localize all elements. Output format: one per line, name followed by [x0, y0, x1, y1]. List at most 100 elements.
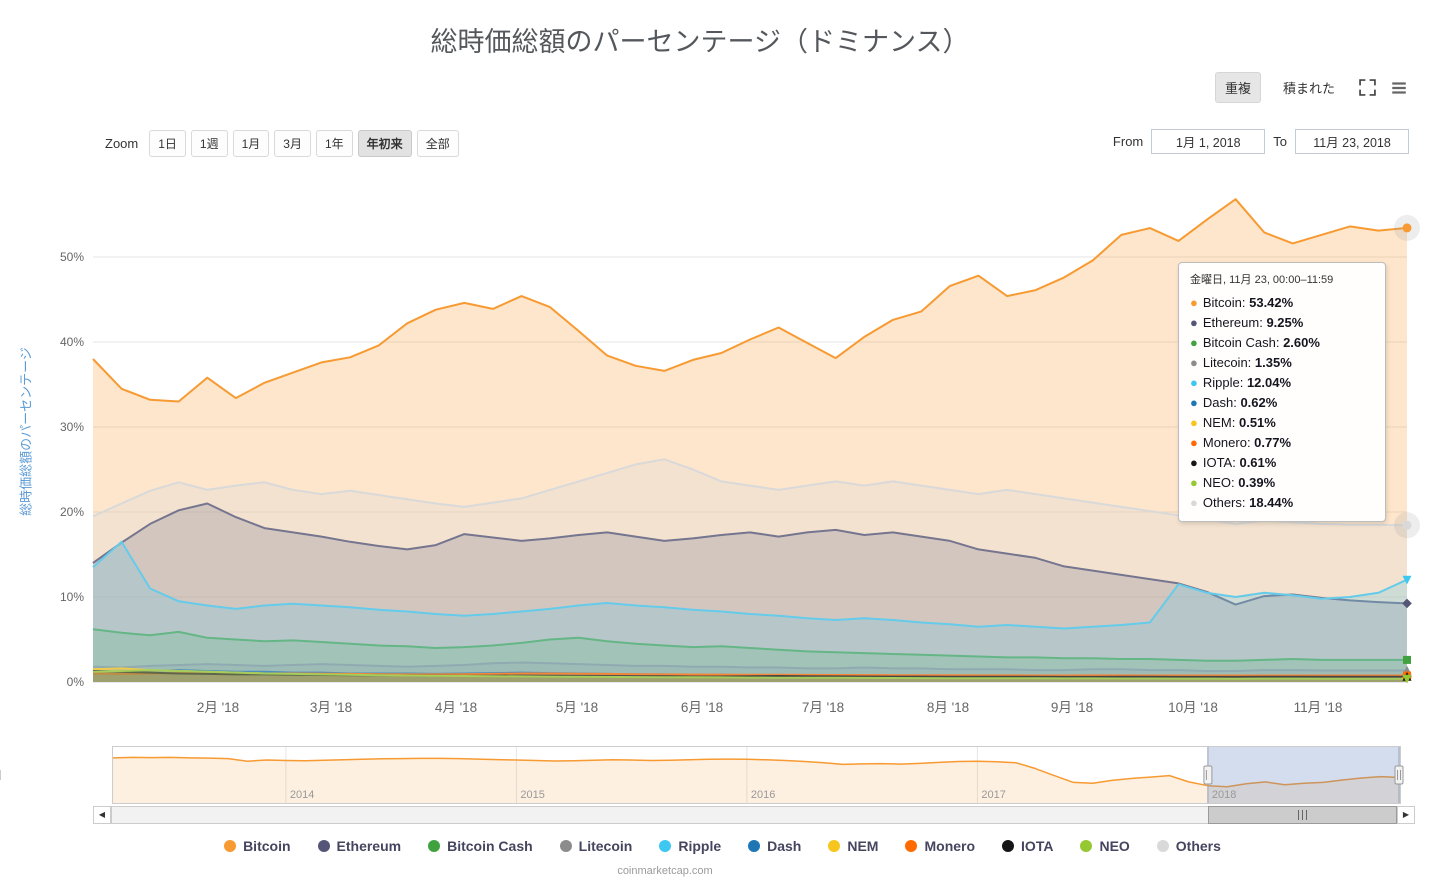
chart-canvas[interactable]: 0% 10% 20% 30% 40% 50% 2月 '18 3月 '18 4月 '18 5月 '1… — [0, 0, 1445, 830]
tooltip-row-Ripple: ● Ripple: 12.04% — [1190, 375, 1292, 390]
range-controls: From To — [1113, 129, 1409, 154]
bitcoin-cash-legend-dot-icon — [428, 840, 441, 852]
navigator-handle-left[interactable] — [0, 747, 1213, 803]
legend-label: Dash — [767, 838, 802, 854]
range-to-label: To — [1273, 134, 1287, 149]
tooltip-row-NEO: ● NEO: 0.39% — [1190, 475, 1276, 490]
legend-item-Dash[interactable]: Dash — [748, 838, 801, 854]
legend-label: NEM — [847, 838, 879, 854]
svg-text:6月 '18: 6月 '18 — [681, 700, 723, 715]
tooltip-row-Others: ● Others: 18.44% — [1190, 495, 1294, 510]
legend-item-Bitcoin[interactable]: Bitcoin — [224, 838, 291, 854]
page-title: 総時価総額のパーセンテージ（ドミナンス） — [430, 27, 970, 57]
tooltip-row-Ethereum: ● Ethereum: 9.25% — [1190, 315, 1304, 330]
svg-text:20%: 20% — [60, 505, 84, 519]
svg-text:10月 '18: 10月 '18 — [1168, 700, 1218, 715]
legend-label: Bitcoin Cash — [447, 838, 533, 854]
svg-text:7月 '18: 7月 '18 — [802, 700, 844, 715]
scrollbar-track[interactable] — [111, 806, 1397, 824]
dash-legend-dot-icon — [748, 840, 761, 852]
svg-text:4月 '18: 4月 '18 — [435, 700, 477, 715]
legend-item-Others[interactable]: Others — [1156, 838, 1221, 854]
legend-label: Others — [1175, 838, 1221, 854]
range-to-input[interactable] — [1295, 129, 1409, 154]
legend-item-Ethereum[interactable]: Ethereum — [317, 838, 402, 854]
svg-text:2014: 2014 — [290, 789, 314, 801]
tooltip-row-Dash: ● Dash: 0.62% — [1190, 395, 1278, 410]
zoom-label: Zoom — [105, 136, 139, 151]
tooltip-rows: ● Bitcoin: 53.42% ● Ethereum: 9.25% ● Bitcoin… — [1190, 293, 1374, 513]
svg-text:5月 '18: 5月 '18 — [556, 700, 598, 715]
tooltip-row-Litecoin: ● Litecoin: 1.35% — [1190, 355, 1292, 370]
zoom-button-1週[interactable]: 1週 — [190, 130, 228, 157]
chart-legend: Bitcoin Ethereum Bitcoin Cash Litecoin Rippl… — [0, 838, 1445, 854]
legend-label: Ethereum — [336, 838, 402, 854]
scrollbar-thumb[interactable] — [1207, 806, 1397, 824]
svg-text:9月 '18: 9月 '18 — [1051, 700, 1093, 715]
legend-item-Ripple[interactable]: Ripple — [659, 838, 721, 854]
legend-item-Bitcoin Cash[interactable]: Bitcoin Cash — [428, 838, 533, 854]
zoom-button-全部[interactable]: 全部 — [416, 130, 459, 157]
scrollbar-left-arrow[interactable]: ◀ — [93, 806, 111, 824]
svg-text:50%: 50% — [60, 250, 84, 264]
iota-legend-dot-icon — [1002, 840, 1015, 852]
legend-label: Ripple — [678, 838, 722, 854]
svg-text:11月 '18: 11月 '18 — [1294, 700, 1343, 715]
svg-text:2016: 2016 — [751, 789, 775, 801]
chart-tooltip: 金曜日, 11月 23, 00:00–11:59 ● Bitcoin: 53.42… — [1178, 262, 1386, 522]
nem-legend-dot-icon — [828, 840, 841, 852]
legend-label: Litecoin — [578, 838, 633, 854]
tooltip-row-NEM: ● NEM: 0.51% — [1190, 415, 1276, 430]
horizontal-scrollbar: ◀ ▶ — [93, 806, 1415, 824]
legend-item-Monero[interactable]: Monero — [905, 838, 975, 854]
svg-text:2月 '18: 2月 '18 — [197, 700, 239, 715]
svg-text:2017: 2017 — [981, 789, 1005, 801]
zoom-button-1年[interactable]: 1年 — [315, 130, 353, 157]
watermark: coinmarketcap.com — [617, 865, 713, 877]
overlap-mode-button[interactable]: 重複 — [1214, 72, 1261, 103]
svg-text:10%: 10% — [60, 590, 84, 604]
mode-controls: 重複 積まれた — [1214, 72, 1409, 103]
zoom-button-1月[interactable]: 1月 — [232, 130, 270, 157]
tooltip-row-Monero: ● Monero: 0.77% — [1190, 435, 1292, 450]
legend-label: Monero — [924, 838, 976, 854]
litecoin-legend-dot-icon — [559, 840, 572, 852]
tooltip-date-header: 金曜日, 11月 23, 00:00–11:59 — [1190, 274, 1334, 286]
svg-text:3月 '18: 3月 '18 — [310, 700, 352, 715]
legend-item-Litecoin[interactable]: Litecoin — [559, 838, 633, 854]
legend-label: NEO — [1099, 838, 1130, 854]
range-from-label: From — [1112, 134, 1144, 149]
tooltip-row-IOTA: ● IOTA: 0.61% — [1190, 455, 1277, 470]
svg-text:0%: 0% — [67, 675, 85, 689]
svg-text:40%: 40% — [60, 335, 84, 349]
monero-legend-dot-icon — [905, 840, 918, 852]
svg-text:2015: 2015 — [520, 789, 544, 801]
chart-menu-icon[interactable] — [1389, 78, 1409, 98]
fullscreen-icon[interactable] — [1357, 78, 1377, 98]
navigator-handle-right[interactable] — [1394, 747, 1404, 803]
navigator-selected-range[interactable] — [1207, 747, 1400, 803]
svg-text:2018: 2018 — [1212, 789, 1236, 801]
ethereum-legend-dot-icon — [317, 840, 330, 852]
svg-text:8月 '18: 8月 '18 — [927, 700, 969, 715]
ripple-legend-dot-icon — [659, 840, 672, 852]
scrollbar-grip-icon — [1297, 810, 1307, 820]
bitcoin-legend-dot-icon — [224, 840, 237, 852]
legend-item-IOTA[interactable]: IOTA — [1002, 838, 1053, 854]
stacked-mode-button[interactable]: 積まれた — [1273, 72, 1345, 103]
range-from-input[interactable] — [1151, 129, 1266, 154]
zoom-button-1日[interactable]: 1日 — [149, 130, 186, 157]
zoom-button-3月[interactable]: 3月 — [274, 130, 311, 157]
y-axis-title: 総時価総額のパーセンテージ — [18, 347, 34, 516]
svg-text:30%: 30% — [60, 420, 84, 434]
others-legend-dot-icon — [1156, 840, 1169, 852]
zoom-button-年初来[interactable]: 年初来 — [357, 130, 412, 157]
legend-label: Bitcoin — [243, 838, 291, 854]
scrollbar-right-arrow[interactable]: ▶ — [1397, 806, 1415, 824]
legend-item-NEM[interactable]: NEM — [828, 838, 878, 854]
neo-legend-dot-icon — [1080, 840, 1093, 852]
legend-item-NEO[interactable]: NEO — [1080, 838, 1130, 854]
legend-label: IOTA — [1021, 838, 1054, 854]
zoom-controls: Zoom 1日 1週 1月 3月 1年 年初来 全部 — [105, 130, 459, 157]
